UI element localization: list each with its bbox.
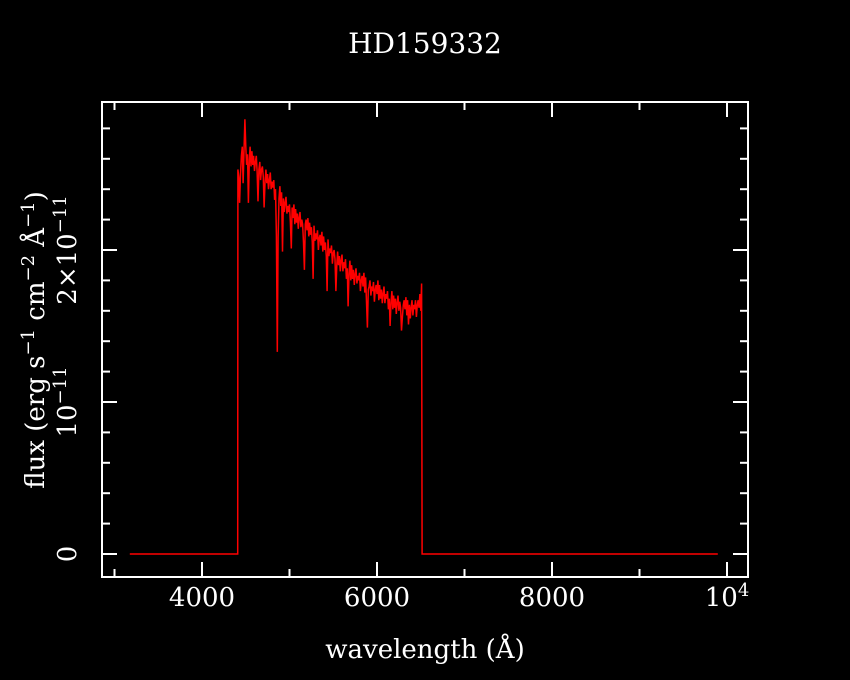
x-tick-label: 104 (705, 580, 750, 613)
x-tick-label: 8000 (519, 583, 585, 613)
axis-tick-labels: 4000 6000 8000 104 0 10−11 2×10−11 (50, 195, 749, 613)
x-axis-label: wavelength (Å) (325, 633, 524, 665)
y-tick-label: 2×10−11 (50, 195, 83, 304)
axis-ticks (102, 102, 748, 577)
x-tick-label: 4000 (169, 583, 235, 613)
plot-frame (101, 101, 749, 578)
y-tick-label: 0 (53, 546, 83, 563)
chart-title: HD159332 (348, 27, 502, 60)
spectrum-line (129, 119, 718, 555)
x-tick-label: 6000 (344, 583, 410, 613)
y-axis-label: flux (erg s−1 cm−2 Å−1) (18, 191, 51, 489)
y-tick-label: 10−11 (50, 366, 83, 437)
